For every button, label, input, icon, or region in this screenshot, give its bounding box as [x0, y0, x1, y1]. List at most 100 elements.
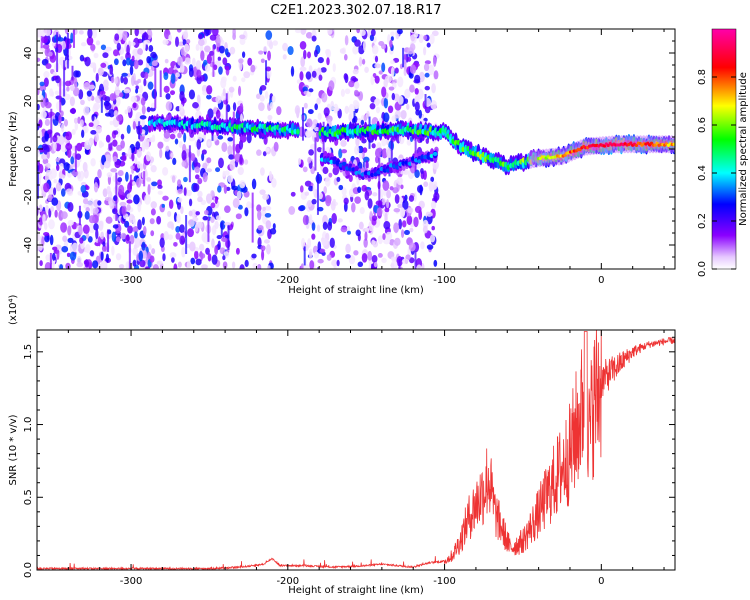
- spectrogram-cell: [100, 62, 107, 68]
- spectrogram-cell: [272, 223, 276, 230]
- colorbar-label: Normalized spectral amplitude: [738, 72, 749, 226]
- spectrogram-cell: [175, 226, 181, 233]
- spectrogram-cell: [169, 133, 176, 140]
- spectrogram-cell: [38, 130, 43, 139]
- spectrogram-cell: [320, 67, 327, 73]
- spectrogram-cell: [177, 261, 182, 268]
- spectrogram-cell: [194, 223, 199, 232]
- y-tick-label: -20: [23, 189, 34, 205]
- spectrogram-cell: [332, 107, 340, 112]
- spectrogram-cell: [116, 114, 123, 122]
- spectrogram-cell: [325, 48, 332, 59]
- spectrogram-cell: [420, 241, 425, 250]
- spectrogram-band-cell: [432, 151, 438, 157]
- spectrogram-cell: [231, 261, 236, 269]
- spectrogram-streak: [72, 29, 75, 48]
- spectrogram-cell: [140, 97, 146, 106]
- spectrogram-cell: [301, 237, 306, 248]
- spectrogram-cell: [393, 208, 401, 213]
- spectrogram-cell: [93, 102, 100, 111]
- spectrogram-cell: [149, 218, 155, 225]
- spectrogram-cell: [162, 166, 169, 176]
- spectrogram-cell: [42, 43, 50, 49]
- spectrogram-cell: [379, 189, 384, 199]
- spectrogram-cell: [399, 196, 403, 205]
- spectrogram-cell: [383, 112, 390, 123]
- colorbar-tick-label: 0.0: [697, 261, 708, 277]
- spectrogram-cell: [327, 221, 333, 231]
- spectrogram-cell: [360, 119, 365, 126]
- spectrogram-streak: [225, 93, 228, 122]
- spectrogram-cell: [378, 70, 383, 75]
- spectrogram-cell: [69, 96, 75, 107]
- spectrogram-cell: [86, 90, 92, 97]
- spectrogram-cell: [53, 187, 57, 196]
- spectrogram-cell: [157, 141, 164, 149]
- spectrogram-cell: [265, 220, 272, 230]
- spectrogram-cell: [91, 29, 98, 39]
- spectrogram-cell: [415, 109, 420, 116]
- x-tick-label: -300: [120, 275, 143, 286]
- spectrogram-cell: [81, 129, 85, 139]
- spectrogram-cell: [162, 253, 166, 262]
- spectrogram-cell: [352, 99, 359, 106]
- spectrogram-cell: [431, 83, 436, 94]
- spectrogram-cell: [65, 131, 72, 141]
- spectrogram-cell: [378, 117, 383, 124]
- spectrogram-cell: [311, 35, 317, 42]
- spectrogram-cell: [179, 224, 185, 234]
- spectrogram-cell: [372, 192, 378, 197]
- spectrogram-cell: [119, 92, 124, 98]
- spectrogram-cell: [193, 183, 200, 192]
- spectrogram-cell: [147, 251, 151, 260]
- spectrogram-cell: [325, 196, 332, 207]
- spectrogram-cell: [392, 187, 399, 194]
- spectrogram-cell: [229, 46, 236, 55]
- spectrogram-streak: [414, 251, 417, 269]
- spectrogram-cell: [206, 94, 212, 100]
- spectrogram-cell: [73, 77, 78, 88]
- spectrogram-cell: [145, 266, 150, 269]
- spectrogram-cell: [126, 105, 132, 113]
- spectrogram-cell: [170, 152, 174, 158]
- spectrogram-cell: [55, 75, 61, 84]
- spectrogram-cell: [433, 56, 437, 67]
- spectrogram-cell: [49, 234, 54, 246]
- spectrogram-cell: [120, 133, 125, 140]
- spectrogram-cell: [207, 141, 211, 146]
- spectrogram-cell: [157, 179, 162, 187]
- spectrogram-cell: [423, 46, 427, 56]
- spectrogram-cell: [227, 145, 233, 156]
- spectrogram-cell: [298, 157, 302, 165]
- spectrogram-cell: [78, 225, 83, 236]
- spectrogram-cell: [45, 163, 51, 168]
- spectrogram-cell: [122, 30, 128, 41]
- spectrogram-cell: [110, 168, 118, 173]
- spectrogram-cell: [431, 30, 439, 37]
- spectrogram-cell: [95, 126, 103, 134]
- spectrogram-peak: [634, 143, 639, 147]
- spectrogram-cell: [409, 84, 415, 93]
- spectrogram-streak: [129, 174, 132, 189]
- spectrogram-cell: [328, 172, 333, 178]
- spectrogram-cell: [143, 78, 147, 87]
- spectrogram-cell: [414, 88, 419, 95]
- spectrogram-cell: [305, 71, 312, 80]
- spectrogram-cell: [362, 40, 367, 52]
- spectrogram-cell: [361, 184, 368, 192]
- spectrogram-cell: [345, 254, 351, 259]
- spectrogram-cell: [224, 48, 229, 56]
- spectrogram-cell: [47, 194, 53, 202]
- spectrogram-cell: [38, 218, 44, 226]
- spectrogram-cell: [369, 102, 376, 110]
- spectrogram-cell: [109, 120, 114, 126]
- spectrogram-cell: [308, 65, 313, 74]
- spectrogram-cell: [214, 245, 219, 255]
- spectrogram-cell: [148, 45, 154, 53]
- spectrogram-cell: [83, 106, 90, 116]
- spectrogram-cell: [353, 250, 359, 256]
- spectrogram-cell: [97, 169, 102, 179]
- spectrogram-cell: [419, 184, 423, 196]
- spectrogram-cell: [121, 72, 128, 77]
- spectrogram-cell: [82, 224, 90, 234]
